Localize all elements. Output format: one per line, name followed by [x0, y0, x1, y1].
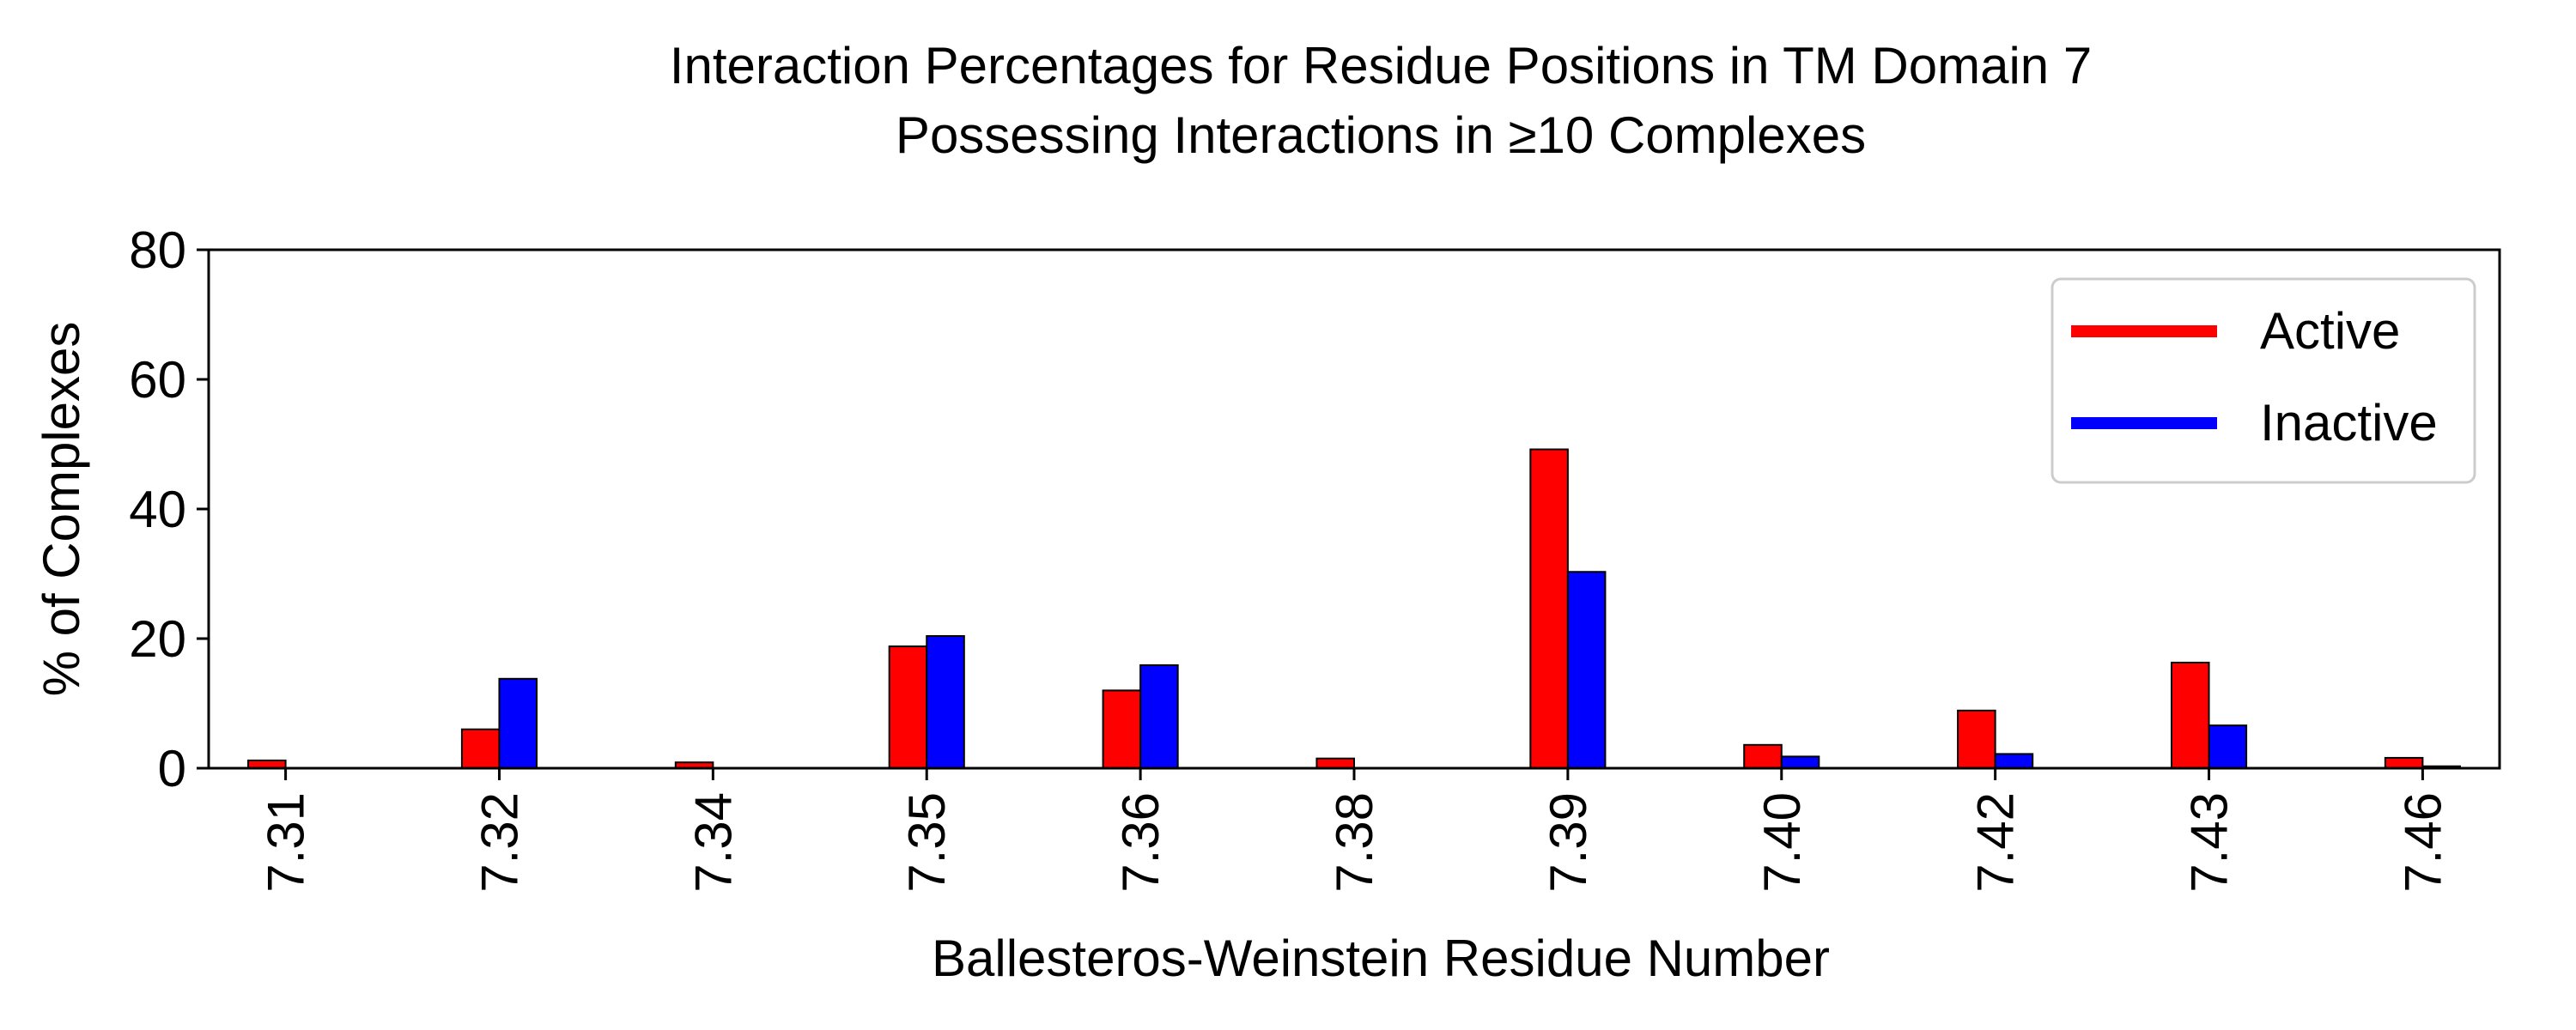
x-tick-label: 7.31 [258, 792, 315, 893]
plot-area-frame [207, 248, 2501, 770]
x-tick-label: 7.46 [2394, 792, 2451, 893]
bar-active-7-46 [2384, 756, 2424, 769]
x-tick-label: 7.35 [898, 792, 956, 893]
bar-inactive-7-32 [498, 677, 538, 769]
x-tick-label: 7.32 [471, 792, 528, 893]
legend: Active Inactive [2050, 277, 2476, 484]
bar-active-7-36 [1102, 689, 1142, 770]
x-axis-ticks: 7.31 7.32 7.34 7.35 7.36 7.38 7.39 7.40 7.42 7.43… [258, 768, 2451, 893]
chart-title-line-1: Interaction Percentages for Residue Posi… [670, 37, 2092, 94]
bars [247, 448, 2461, 770]
bar-active-7-38 [1315, 757, 1356, 769]
x-tick-label: 7.36 [1112, 792, 1170, 893]
y-tick-label: 0 [158, 740, 186, 797]
x-tick-label: 7.38 [1326, 792, 1383, 893]
bar-inactive-7-40 [1780, 755, 1820, 769]
bar-active-7-40 [1743, 743, 1783, 770]
x-tick-label: 7.43 [2181, 792, 2239, 893]
y-tick-label: 40 [129, 481, 186, 538]
bar-active-7-35 [888, 645, 928, 769]
chart-title-line-2: Possessing Interactions in ≥10 Complexes [896, 106, 1866, 164]
y-tick-label: 60 [129, 351, 186, 409]
bar-inactive-7-43 [2208, 724, 2248, 769]
x-tick-label: 7.42 [1967, 792, 2025, 893]
y-axis-ticks: 0 20 40 60 80 [129, 221, 209, 797]
y-tick-label: 80 [129, 221, 186, 279]
legend-label-inactive: Inactive [2260, 394, 2438, 451]
y-tick-label: 20 [129, 610, 186, 668]
x-tick-label: 7.39 [1540, 792, 1597, 893]
bar-inactive-7-35 [926, 634, 965, 769]
bar-active-7-32 [460, 728, 501, 770]
bar-active-7-43 [2170, 661, 2210, 769]
y-axis-label: % of Complexes [33, 322, 90, 697]
bar-inactive-7-39 [1566, 571, 1607, 769]
bar-active-7-42 [1957, 709, 1996, 769]
x-tick-label: 7.40 [1753, 792, 1811, 893]
x-tick-label: 7.34 [684, 792, 742, 893]
bar-inactive-7-36 [1139, 663, 1179, 770]
bar-inactive-7-42 [1994, 753, 2034, 770]
legend-label-active: Active [2260, 302, 2400, 360]
bar-active-7-39 [1529, 448, 1569, 769]
x-axis-label: Ballesteros-Weinstein Residue Number [932, 930, 1830, 987]
